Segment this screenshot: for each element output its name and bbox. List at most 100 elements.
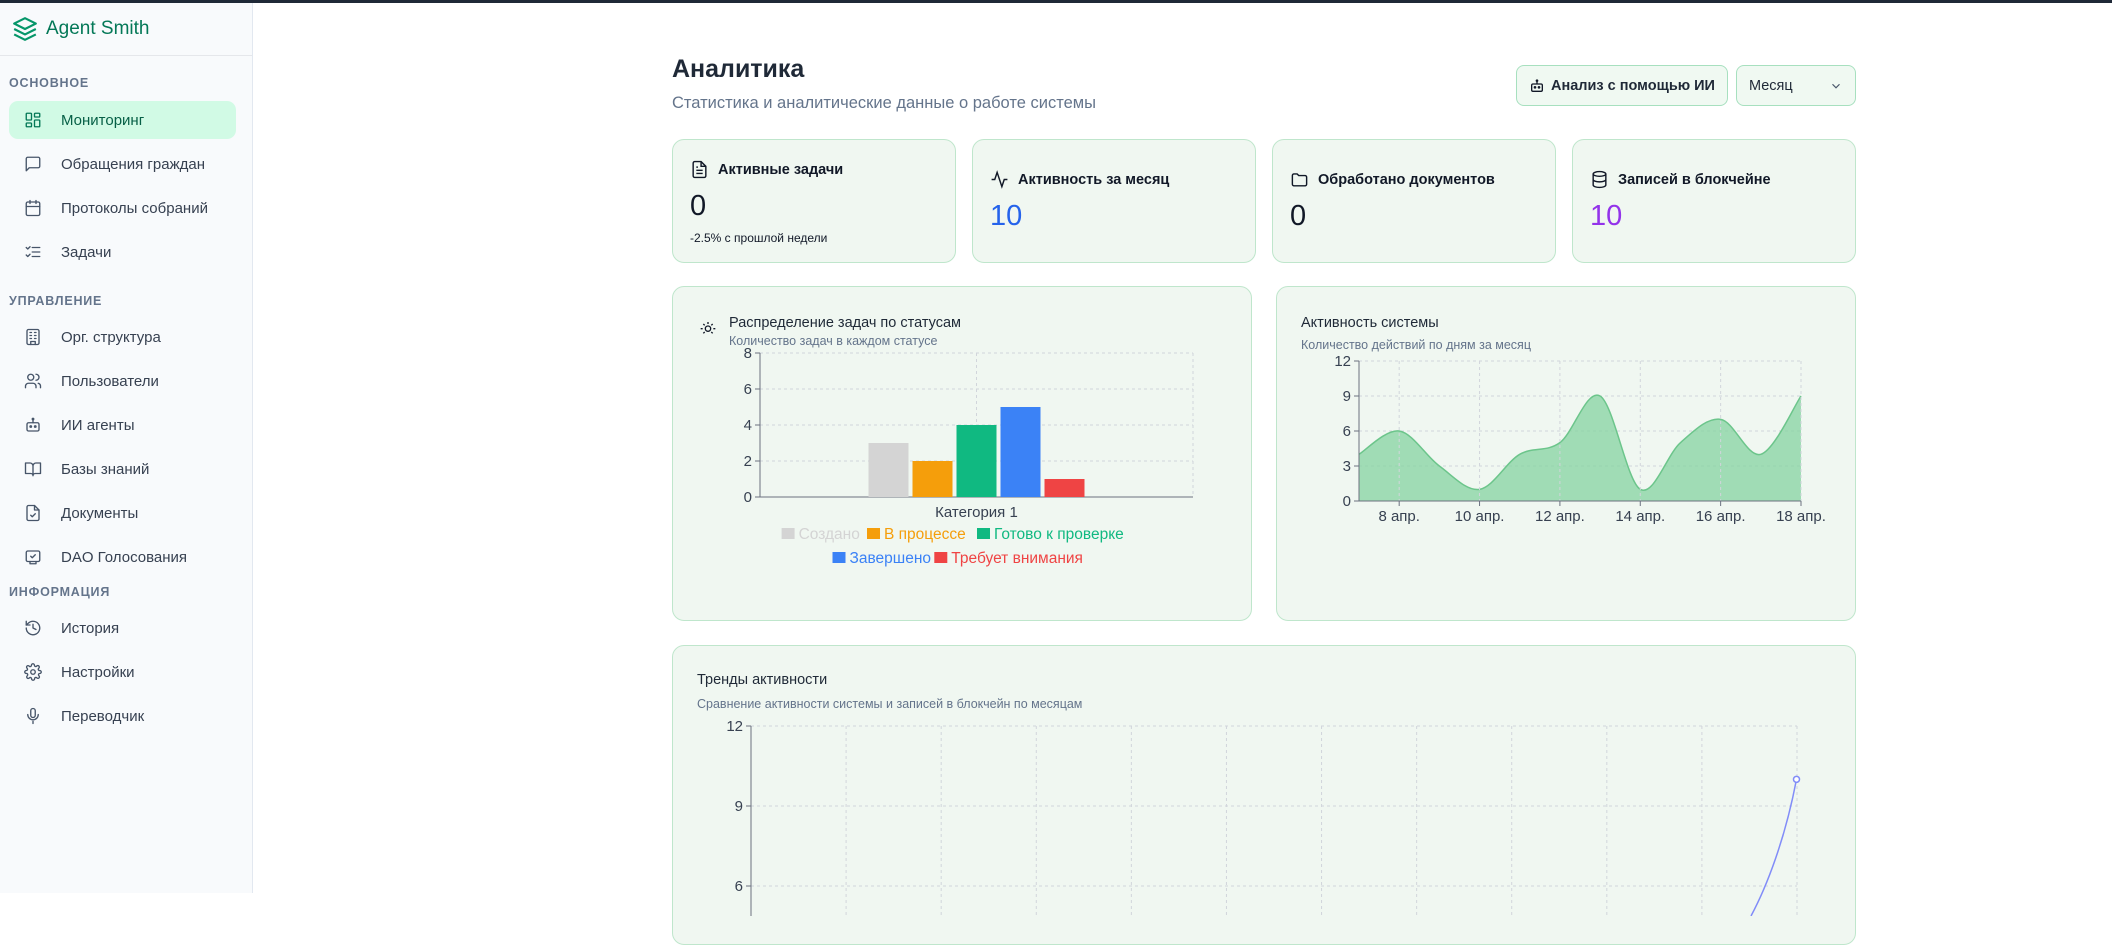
activity-chart-card: Активность системы Количество действий п…	[1276, 286, 1856, 621]
stat-label: Активные задачи	[718, 161, 844, 178]
sidebar-item-label: Настройки	[61, 663, 135, 681]
brand[interactable]: Agent Smith	[0, 3, 252, 56]
sidebar-item-document-check[interactable]: Документы	[9, 494, 236, 532]
chart-subtitle: Количество задач в каждом статусе	[729, 334, 938, 348]
status-bar-chart: 0 2 4 6 8 Категория 1 Создано В процессе Готово …	[744, 347, 1194, 567]
bot-icon	[1531, 78, 1544, 92]
area-fill	[1359, 395, 1801, 501]
legend-label: В процессе	[884, 526, 966, 543]
y-tick-label: 6	[1343, 423, 1351, 440]
stat-label: Записей в блокчейне	[1618, 171, 1771, 188]
users-icon	[24, 373, 42, 389]
y-tick-label: 4	[744, 417, 752, 434]
folder-icon	[1291, 173, 1308, 187]
legend-label: Готово к проверке	[994, 526, 1124, 543]
chart-subtitle: Сравнение активности системы и записей в…	[697, 697, 1083, 711]
x-tick-label: 8 апр.	[1378, 508, 1419, 525]
sidebar-item-calendar[interactable]: Протоколы собраний	[9, 189, 236, 227]
history-icon	[25, 620, 41, 636]
sidebar-item-building[interactable]: Орг. структура	[9, 318, 236, 356]
microphone-icon	[27, 707, 39, 725]
sidebar-item-users[interactable]: Пользователи	[9, 362, 236, 400]
sidebar-section-title: УПРАВЛЕНИЕ	[9, 294, 103, 308]
sidebar-item-checklist[interactable]: Задачи	[9, 233, 236, 271]
legend-swatch	[832, 552, 846, 563]
book-icon	[24, 462, 42, 477]
y-tick-label: 9	[1343, 388, 1351, 405]
database-icon	[1592, 170, 1607, 189]
activity-icon	[991, 170, 1008, 189]
stat-value: 0	[690, 190, 707, 222]
sidebar-item-label: DAO Голосования	[61, 548, 188, 566]
sidebar-item-history[interactable]: История	[9, 609, 236, 647]
chart-title: Активность системы	[1301, 315, 1439, 331]
dashboard-icon	[25, 112, 41, 128]
y-tick-label: 9	[735, 798, 743, 815]
stat-value: 0	[1290, 200, 1307, 232]
document-check-icon	[26, 504, 40, 522]
area-line	[1358, 394, 1802, 491]
period-select[interactable]: Месяц	[1736, 65, 1856, 106]
chevron-down-icon	[1832, 83, 1840, 89]
layers-logo-icon	[13, 17, 37, 41]
sidebar-item-microphone[interactable]: Переводчик	[9, 697, 236, 735]
bar-5	[1044, 479, 1085, 497]
stat-label: Активность за месяц	[1018, 171, 1170, 188]
sidebar-item-label: Задачи	[61, 243, 112, 261]
stat-card-monthly-activity: Активность за месяц 10	[972, 139, 1256, 263]
sidebar-item-label: Протоколы собраний	[61, 199, 208, 217]
stat-card-active-tasks: Активные задачи 0 -2.5% с прошлой недели	[672, 139, 956, 263]
page-title: Аналитика	[672, 55, 805, 83]
activity-area-chart: 0 3 6 9 12 8 апр. 10 апр. 12 апр. 14 апр. 16 апр.…	[1334, 355, 1826, 525]
sidebar-item-label: Переводчик	[61, 707, 145, 725]
bar-2	[912, 461, 953, 497]
sidebar-item-gear[interactable]: Настройки	[9, 653, 236, 691]
gear-icon	[24, 663, 42, 681]
top-border	[0, 0, 2112, 3]
ai-analysis-button[interactable]: Анализ с помощью ИИ	[1516, 65, 1728, 106]
checklist-icon	[25, 246, 41, 258]
chart-title: Распределение задач по статусам	[729, 315, 962, 331]
sidebar-item-label: Базы знаний	[61, 460, 150, 478]
sidebar: Agent Smith ОСНОВНОЕ Мониторинг Обращения …	[0, 3, 253, 893]
stat-value: 10	[990, 200, 1023, 232]
status-chart-card: Распределение задач по статусам Количест…	[672, 286, 1252, 621]
sidebar-item-message[interactable]: Обращения граждан	[9, 145, 236, 183]
sidebar-section-title: ИНФОРМАЦИЯ	[9, 585, 111, 599]
y-tick-label: 3	[1343, 458, 1351, 475]
bar-4	[1000, 407, 1041, 497]
legend-swatch	[867, 528, 880, 539]
legend-label: Требует внимания	[951, 550, 1083, 567]
sidebar-item-label: Мониторинг	[61, 111, 145, 129]
bar-3	[956, 425, 997, 497]
ai-analysis-label: Анализ с помощью ИИ	[1551, 77, 1715, 94]
trend-point	[1792, 775, 1801, 784]
sun-bug-icon	[700, 322, 716, 334]
sidebar-item-bot[interactable]: ИИ агенты	[9, 406, 236, 444]
y-tick-label: 0	[1343, 493, 1351, 510]
trends-chart-card: Тренды активности Сравнение активности с…	[672, 645, 1856, 945]
legend-swatch	[977, 528, 990, 539]
sidebar-item-book[interactable]: Базы знаний	[9, 450, 236, 488]
y-tick-label: 6	[735, 878, 743, 895]
y-tick-label: 12	[1334, 355, 1351, 370]
x-tick-label: 14 апр.	[1615, 508, 1665, 525]
building-icon	[26, 328, 40, 346]
stat-label: Обработано документов	[1318, 171, 1495, 188]
chart-title: Тренды активности	[697, 672, 828, 688]
document-icon	[692, 160, 707, 179]
sidebar-item-vote[interactable]: DAO Голосования	[9, 538, 236, 576]
y-tick-label: 2	[744, 453, 752, 470]
brand-name: Agent Smith	[46, 18, 150, 39]
chart-subtitle: Количество действий по дням за месяц	[1301, 338, 1531, 352]
trend-line	[1750, 779, 1798, 916]
sidebar-item-label: История	[61, 619, 120, 637]
x-tick-label: 12 апр.	[1535, 508, 1585, 525]
x-tick-label: 16 апр.	[1696, 508, 1746, 525]
legend-label: Завершено	[850, 550, 932, 567]
vote-icon	[25, 550, 41, 565]
y-tick-label: 6	[744, 381, 752, 398]
sidebar-section-title: ОСНОВНОЕ	[9, 76, 90, 90]
bot-icon	[26, 417, 40, 432]
sidebar-item-dashboard[interactable]: Мониторинг	[9, 101, 236, 139]
